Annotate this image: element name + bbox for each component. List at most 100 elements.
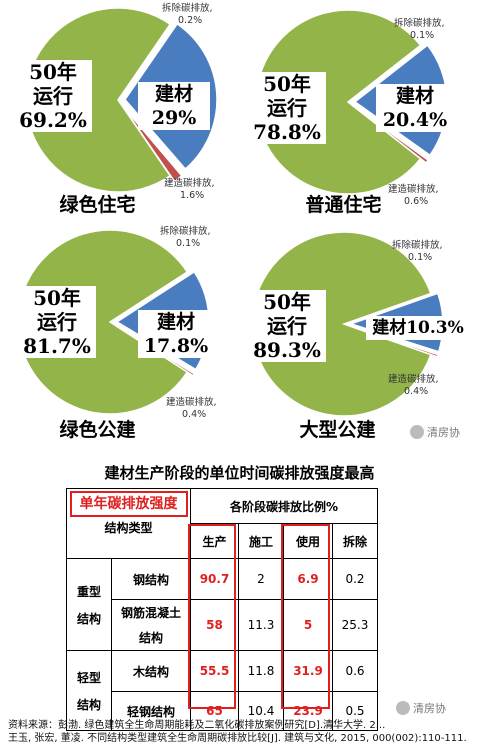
construction-label-value: 0.4%	[182, 409, 207, 420]
construction-label-name: 建造碳排放,	[388, 184, 439, 195]
slice-construction	[121, 105, 183, 183]
table-row: 重型 结构 钢结构 90.7 2 6.9 0.2	[66, 558, 378, 651]
operation-value: 69.2%	[19, 108, 87, 132]
construction-label: 建造碳排放, 0.6%	[388, 184, 439, 208]
demolition-label-value: 0.1%	[176, 238, 201, 249]
operation-label-line2: 运行	[267, 96, 307, 120]
structure-type-label: 结构类型	[104, 521, 153, 535]
construction-label-value: 1.6%	[180, 190, 205, 201]
group-name-line2: 结构	[76, 697, 101, 712]
wechat-icon	[396, 701, 410, 715]
pie-title: 绿色公建	[59, 419, 136, 441]
pie-title: 普通住宅	[305, 194, 382, 216]
carbon-ratio-table: 单年碳排放强度 结构类型 各阶段碳排放比例% 生产 施工 使用 拆除 重型 结构…	[66, 488, 378, 731]
type-line2: 结构	[138, 631, 163, 645]
watermark: 清房协	[396, 700, 446, 716]
material-value: 20.4%	[382, 109, 448, 131]
operation-label: 50年 运行 81.7%	[18, 286, 96, 358]
demolition-label-value: 0.1%	[410, 30, 435, 41]
construction-label-value: 0.6%	[404, 196, 429, 207]
table-title: 建材生产阶段的单位时间碳排放强度最高	[104, 464, 375, 482]
operation-label-line2: 运行	[33, 84, 73, 108]
material-label: 建材 20.4%	[376, 84, 454, 132]
demolition-label: 拆除碳排放, 0.1%	[392, 240, 443, 264]
pie-chart-green-residential: 50年 运行 69.2% 建材 29% 拆除碳排放, 0.2% 建造碳排放, 1…	[0, 0, 235, 225]
cell-value: 11.3	[238, 599, 284, 651]
highlight-usage-column	[281, 524, 330, 709]
group-name-line2: 结构	[76, 611, 101, 626]
construction-label-value: 0.4%	[404, 386, 429, 397]
col-demolition: 拆除	[332, 523, 378, 559]
material-value: 10.3%	[406, 318, 464, 338]
pie-title: 绿色住宅	[59, 194, 136, 216]
table-row: 钢筋混凝土 结构 58 11.3 5 25.3	[67, 599, 378, 651]
watermark-text: 清房协	[413, 702, 446, 715]
pie-chart-large-public: 50年 运行 89.3% 建材10.3% 拆除碳排放, 0.1% 建造碳排放, …	[236, 222, 471, 447]
cell-value: 10.4	[238, 691, 284, 731]
type-timber: 木结构	[111, 650, 191, 692]
slice-construction	[353, 105, 430, 164]
group-name-line1: 轻型	[76, 670, 101, 685]
demolition-label-name: 拆除碳排放,	[160, 226, 211, 237]
construction-label-name: 建造碳排放,	[164, 178, 215, 189]
source-note: 资料来源：彭渤. 绿色建筑全生命周期能耗及二氧化碳排放案例研究[D].清华大学.…	[8, 719, 478, 745]
highlight-annual-intensity	[70, 491, 188, 517]
operation-label-line1: 50年	[29, 60, 77, 84]
annual-intensity-label: 单年碳排放强度	[79, 496, 178, 512]
wechat-icon	[410, 425, 424, 439]
material-label-name: 建材	[372, 318, 407, 338]
demolition-label-name: 拆除碳排放,	[392, 240, 443, 251]
ratio-header: 各阶段碳排放比例%	[190, 488, 378, 524]
material-value: 17.8%	[143, 335, 209, 357]
operation-label-line2: 运行	[267, 314, 307, 338]
pie-chart-ordinary-residential: 50年 运行 78.8% 建材 20.4% 拆除碳排放, 0.1% 建造碳排放,…	[236, 0, 471, 225]
highlight-production-column	[188, 524, 236, 709]
group-light: 轻型 结构	[66, 650, 112, 731]
operation-label-line1: 50年	[33, 286, 81, 310]
demolition-label-name: 拆除碳排放,	[162, 3, 213, 14]
type-light-steel: 轻钢结构	[111, 691, 191, 731]
operation-label-line1: 50年	[263, 72, 311, 96]
demolition-label-name: 拆除碳排放,	[394, 18, 445, 29]
cell-value: 65	[190, 691, 239, 731]
pie-chart-green-public: 50年 运行 81.7% 建材 17.8% 拆除碳排放, 0.1% 建造碳排放,…	[0, 222, 235, 447]
watermark-text: 清房协	[427, 426, 460, 439]
construction-label: 建造碳排放, 0.4%	[388, 374, 439, 398]
operation-value: 89.3%	[253, 338, 321, 362]
source-line-2: 王玉, 张宏, 董凌. 不同结构类型建筑全生命周期碳排放比较[J]. 建筑与文化…	[8, 733, 467, 744]
operation-label-line1: 50年	[263, 290, 311, 314]
pie-svg	[25, 7, 218, 193]
cell-value: 25.3	[332, 599, 378, 651]
demolition-label-value: 0.1%	[408, 252, 433, 263]
material-label: 建材 29%	[138, 82, 210, 130]
cell-value: 90.7	[190, 558, 239, 600]
type-line1: 钢筋混凝土	[120, 606, 181, 620]
type-steel: 钢结构	[111, 558, 191, 600]
demolition-label: 拆除碳排放, 0.1%	[160, 226, 211, 250]
construction-label: 建造碳排放, 0.4%	[166, 397, 217, 421]
material-label-name: 建材	[154, 83, 193, 105]
cell-value: 2	[238, 558, 284, 600]
pie-title: 大型公建	[299, 419, 376, 441]
source-line-1: 资料来源：彭渤. 绿色建筑全生命周期能耗及二氧化碳排放案例研究[D].清华大学.…	[8, 720, 386, 731]
table-row: 轻钢结构 65 10.4 23.9 0.5	[67, 691, 378, 731]
material-label-name: 建材	[156, 311, 195, 333]
group-name-line1: 重型	[76, 584, 101, 599]
col-construction: 施工	[238, 523, 284, 559]
cell-value: 6.9	[283, 558, 333, 600]
operation-label: 50年 运行 78.8%	[248, 72, 326, 144]
material-label: 建材10.3%	[366, 316, 470, 340]
construction-label-name: 建造碳排放,	[388, 374, 439, 385]
type-concrete: 钢筋混凝土 结构	[111, 599, 191, 651]
cell-value: 11.8	[238, 650, 284, 692]
cell-value: 58	[190, 599, 239, 651]
column-header-row: 生产 施工 使用 拆除	[67, 523, 378, 559]
table-row: 轻型 结构 木结构 55.5 11.8 31.9 0.6	[66, 650, 378, 731]
cell-value: 55.5	[190, 650, 239, 692]
operation-label: 50年 运行 89.3%	[248, 290, 326, 362]
demolition-label: 拆除碳排放, 0.2%	[162, 3, 213, 27]
operation-value: 78.8%	[253, 120, 321, 144]
demolition-label: 拆除碳排放, 0.1%	[394, 18, 445, 42]
operation-value: 81.7%	[23, 334, 91, 358]
cell-value: 0.6	[332, 650, 378, 692]
